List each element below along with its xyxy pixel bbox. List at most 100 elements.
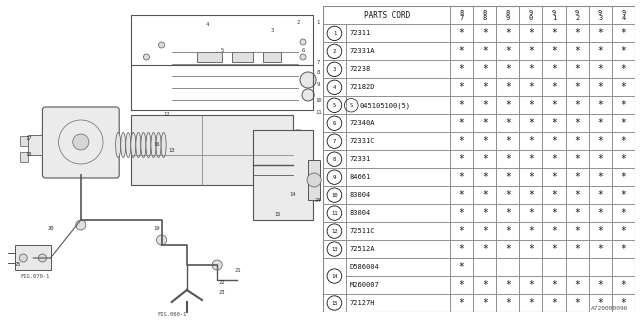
Bar xyxy=(612,240,635,258)
Text: *: * xyxy=(574,64,580,74)
Text: 9
1: 9 1 xyxy=(552,10,556,21)
Bar xyxy=(612,132,635,150)
Bar xyxy=(346,42,450,60)
Text: 19: 19 xyxy=(154,226,160,230)
Bar xyxy=(473,42,496,60)
Text: *: * xyxy=(459,154,465,164)
Bar xyxy=(496,186,520,204)
Text: *: * xyxy=(551,28,557,38)
Text: 22: 22 xyxy=(219,279,225,284)
Text: *: * xyxy=(574,190,580,200)
Bar xyxy=(197,52,222,62)
Text: *: * xyxy=(597,154,603,164)
Text: *: * xyxy=(505,46,511,56)
Bar xyxy=(496,150,520,168)
Text: *: * xyxy=(620,100,627,110)
Circle shape xyxy=(159,42,164,48)
Text: 24: 24 xyxy=(315,197,321,203)
Bar xyxy=(450,42,473,60)
Bar xyxy=(346,78,450,96)
Text: *: * xyxy=(597,118,603,128)
Text: 8
9: 8 9 xyxy=(506,10,510,21)
Text: *: * xyxy=(528,190,534,200)
Bar xyxy=(520,258,543,276)
Text: 9: 9 xyxy=(317,83,320,87)
Text: *: * xyxy=(528,208,534,218)
Bar xyxy=(308,160,320,200)
Bar xyxy=(450,294,473,312)
Bar xyxy=(323,60,346,78)
Text: *: * xyxy=(620,136,627,146)
Text: *: * xyxy=(459,298,465,308)
Text: *: * xyxy=(482,244,488,254)
Bar xyxy=(473,132,496,150)
Circle shape xyxy=(307,173,321,187)
Text: *: * xyxy=(574,28,580,38)
Circle shape xyxy=(143,54,150,60)
Bar xyxy=(543,168,566,186)
Circle shape xyxy=(19,254,28,262)
Bar xyxy=(589,222,612,240)
Text: 18: 18 xyxy=(25,153,31,157)
Text: *: * xyxy=(551,172,557,182)
Bar xyxy=(520,240,543,258)
Text: *: * xyxy=(528,154,534,164)
Text: *: * xyxy=(597,226,603,236)
Text: 9
3: 9 3 xyxy=(598,10,602,21)
Bar xyxy=(589,240,612,258)
Text: *: * xyxy=(597,82,603,92)
Text: *: * xyxy=(482,82,488,92)
Bar xyxy=(323,168,346,186)
Text: 72331C: 72331C xyxy=(349,138,375,144)
Bar xyxy=(496,132,520,150)
Text: 6: 6 xyxy=(301,47,305,52)
Text: *: * xyxy=(620,280,627,290)
Bar xyxy=(520,294,543,312)
Bar xyxy=(15,245,51,270)
Text: *: * xyxy=(482,154,488,164)
Text: *: * xyxy=(528,28,534,38)
Text: *: * xyxy=(528,46,534,56)
Bar xyxy=(496,204,520,222)
Bar xyxy=(28,135,42,155)
Text: *: * xyxy=(459,190,465,200)
Text: *: * xyxy=(620,64,627,74)
Text: *: * xyxy=(505,118,511,128)
Text: *: * xyxy=(551,244,557,254)
Text: 8: 8 xyxy=(317,69,320,75)
Text: 20: 20 xyxy=(47,226,54,230)
Bar xyxy=(612,24,635,42)
Ellipse shape xyxy=(121,132,125,157)
Text: *: * xyxy=(551,226,557,236)
Text: 9
4: 9 4 xyxy=(621,10,625,21)
Text: D586004: D586004 xyxy=(349,264,379,270)
Bar xyxy=(589,186,612,204)
Bar xyxy=(612,6,635,24)
Bar xyxy=(612,186,635,204)
Text: *: * xyxy=(528,82,534,92)
Text: 9
2: 9 2 xyxy=(575,10,579,21)
Bar xyxy=(566,150,589,168)
Text: 17: 17 xyxy=(25,135,31,140)
Text: 72331: 72331 xyxy=(349,156,371,162)
Text: 25: 25 xyxy=(15,261,21,267)
Ellipse shape xyxy=(116,132,121,157)
Text: *: * xyxy=(574,100,580,110)
Text: 5: 5 xyxy=(333,103,336,108)
Bar xyxy=(520,78,543,96)
Bar xyxy=(323,204,346,222)
Text: 12: 12 xyxy=(163,113,170,117)
Ellipse shape xyxy=(136,132,141,157)
Text: PARTS CORD: PARTS CORD xyxy=(364,11,410,20)
Bar xyxy=(520,114,543,132)
Text: 16: 16 xyxy=(154,142,160,148)
Bar xyxy=(450,168,473,186)
Bar xyxy=(450,222,473,240)
Bar xyxy=(589,96,612,114)
Bar xyxy=(323,42,346,60)
Text: 72127H: 72127H xyxy=(349,300,375,306)
Text: 5: 5 xyxy=(221,47,224,52)
Bar xyxy=(543,276,566,294)
Text: *: * xyxy=(574,298,580,308)
Bar xyxy=(346,60,450,78)
